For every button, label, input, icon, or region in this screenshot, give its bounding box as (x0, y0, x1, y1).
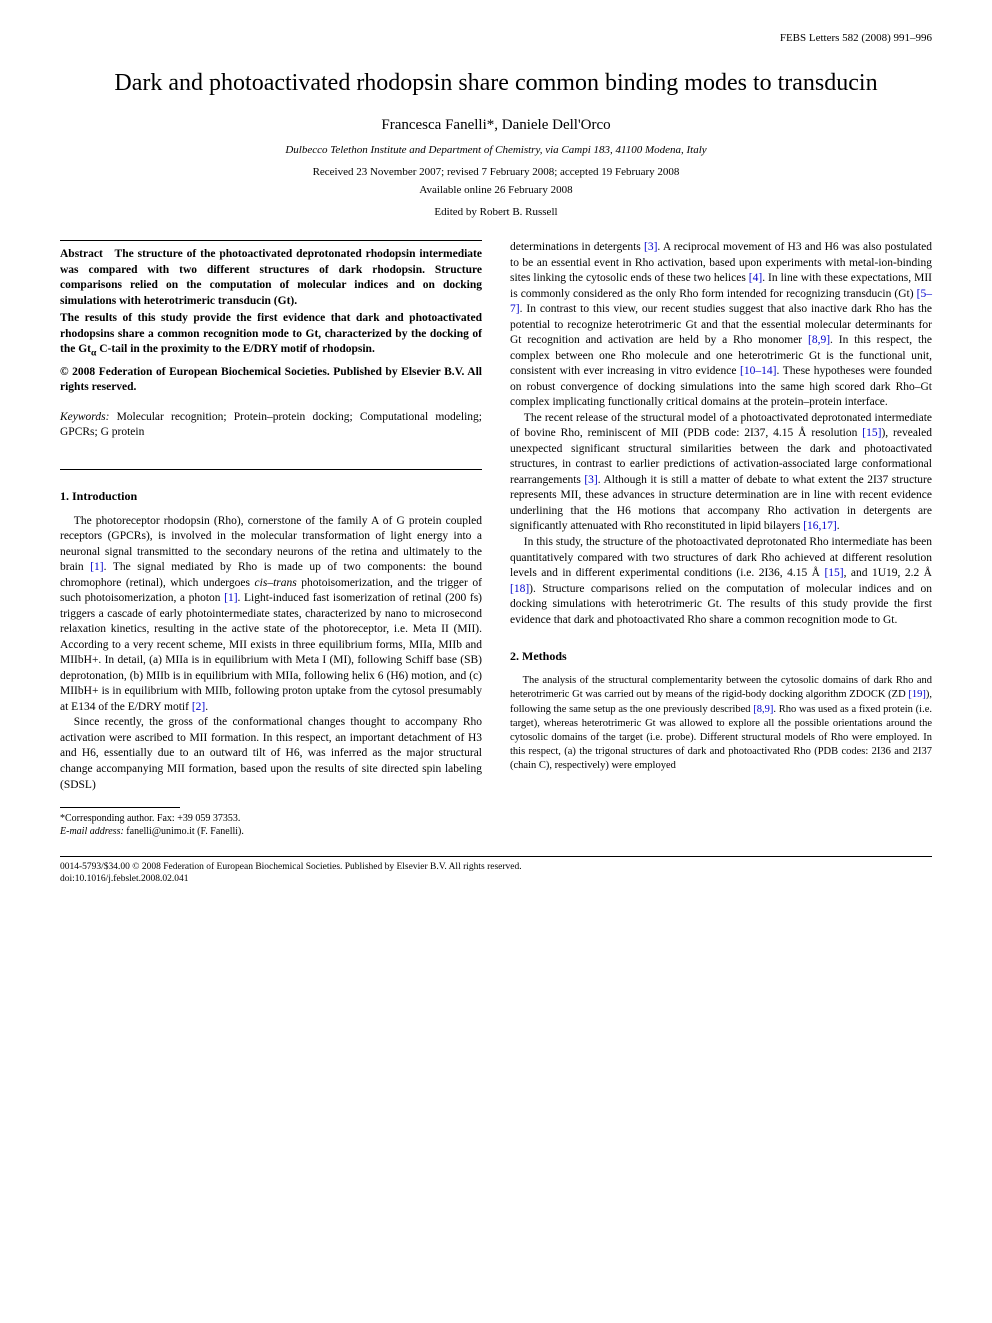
abstract-top-rule (60, 240, 482, 241)
abstract-copyright: © 2008 Federation of European Biochemica… (60, 365, 482, 396)
abstract-bottom-rule (60, 469, 482, 470)
received-dates: Received 23 November 2007; revised 7 Feb… (60, 166, 932, 178)
right-p2-d: . (837, 520, 840, 532)
ref-link[interactable]: [16,17] (803, 520, 837, 532)
email-line: E-mail address: fanelli@unimo.it (F. Fan… (60, 825, 482, 838)
abstract-p2: The results of this study provide the fi… (60, 311, 482, 360)
email-label: E-mail address: (60, 826, 124, 837)
available-online: Available online 26 February 2008 (60, 184, 932, 196)
abstract-label: Abstract (60, 248, 103, 260)
methods-p1: The analysis of the structural complemen… (510, 674, 932, 773)
ref-link[interactable]: [1] (90, 561, 103, 573)
intro-p1: The photoreceptor rhodopsin (Rho), corne… (60, 514, 482, 716)
ref-link[interactable]: [19] (908, 689, 926, 700)
right-p1: determinations in detergents [3]. A reci… (510, 240, 932, 411)
authors: Francesca Fanelli*, Daniele Dell'Orco (60, 117, 932, 134)
ref-link[interactable]: [8,9] (808, 334, 830, 346)
ref-link[interactable]: [1] (224, 592, 237, 604)
keywords: Keywords: Molecular recognition; Protein… (60, 410, 482, 441)
abstract: Abstract The structure of the photoactiv… (60, 247, 482, 395)
section-1-heading: 1. Introduction (60, 488, 482, 504)
footnote-rule (60, 807, 180, 808)
right-p3-c: ). Structure comparisons relied on the c… (510, 583, 932, 626)
ref-link[interactable]: [18] (510, 583, 529, 595)
journal-reference: FEBS Letters 582 (2008) 991–996 (60, 32, 932, 44)
ref-link[interactable]: [3] (584, 474, 597, 486)
two-column-body: Abstract The structure of the photoactiv… (60, 240, 932, 838)
article-title: Dark and photoactivated rhodopsin share … (60, 68, 932, 99)
ref-link[interactable]: [15] (824, 567, 843, 579)
ref-link[interactable]: [3] (644, 241, 657, 253)
edited-by: Edited by Robert B. Russell (60, 206, 932, 218)
right-p3: In this study, the structure of the phot… (510, 535, 932, 628)
email-address[interactable]: fanelli@unimo.it (F. Fanelli). (124, 826, 244, 837)
right-p1-a: determinations in detergents (510, 241, 644, 253)
ref-link[interactable]: [2] (192, 701, 205, 713)
methods-p1-a: The analysis of the structural complemen… (510, 675, 932, 700)
right-column: determinations in detergents [3]. A reci… (510, 240, 932, 838)
corresponding-author: *Corresponding author. Fax: +39 059 3735… (60, 812, 482, 825)
intro-p1-d: . Light-induced fast isomerization of re… (60, 592, 482, 713)
footer-doi: doi:10.1016/j.febslet.2008.02.041 (60, 873, 932, 885)
keywords-text: Molecular recognition; Protein–protein d… (60, 411, 482, 439)
intro-p1-italic: cis–trans (255, 577, 297, 589)
intro-p1-e: . (205, 701, 208, 713)
keywords-label: Keywords: (60, 411, 117, 423)
ref-link[interactable]: [4] (749, 272, 762, 284)
footer-rule (60, 856, 932, 857)
ref-link[interactable]: [10–14] (740, 365, 776, 377)
abstract-text-1: The structure of the photoactivated depr… (60, 248, 482, 307)
intro-p2-a: Since recently, the gross of the conform… (60, 716, 482, 790)
abstract-p1: Abstract The structure of the photoactiv… (60, 247, 482, 309)
abstract-text-2b: C-tail in the proximity to the E/DRY mot… (96, 343, 374, 355)
affiliation: Dulbecco Telethon Institute and Departme… (60, 144, 932, 156)
ref-link[interactable]: [15] (862, 427, 881, 439)
right-p3-b: , and 1U19, 2.2 Å (844, 567, 932, 579)
footer-copyright: 0014-5793/$34.00 © 2008 Federation of Eu… (60, 861, 932, 873)
right-p2: The recent release of the structural mod… (510, 411, 932, 535)
section-2-heading: 2. Methods (510, 648, 932, 664)
left-column: Abstract The structure of the photoactiv… (60, 240, 482, 838)
ref-link[interactable]: [8,9] (753, 704, 773, 715)
intro-p2: Since recently, the gross of the conform… (60, 715, 482, 793)
